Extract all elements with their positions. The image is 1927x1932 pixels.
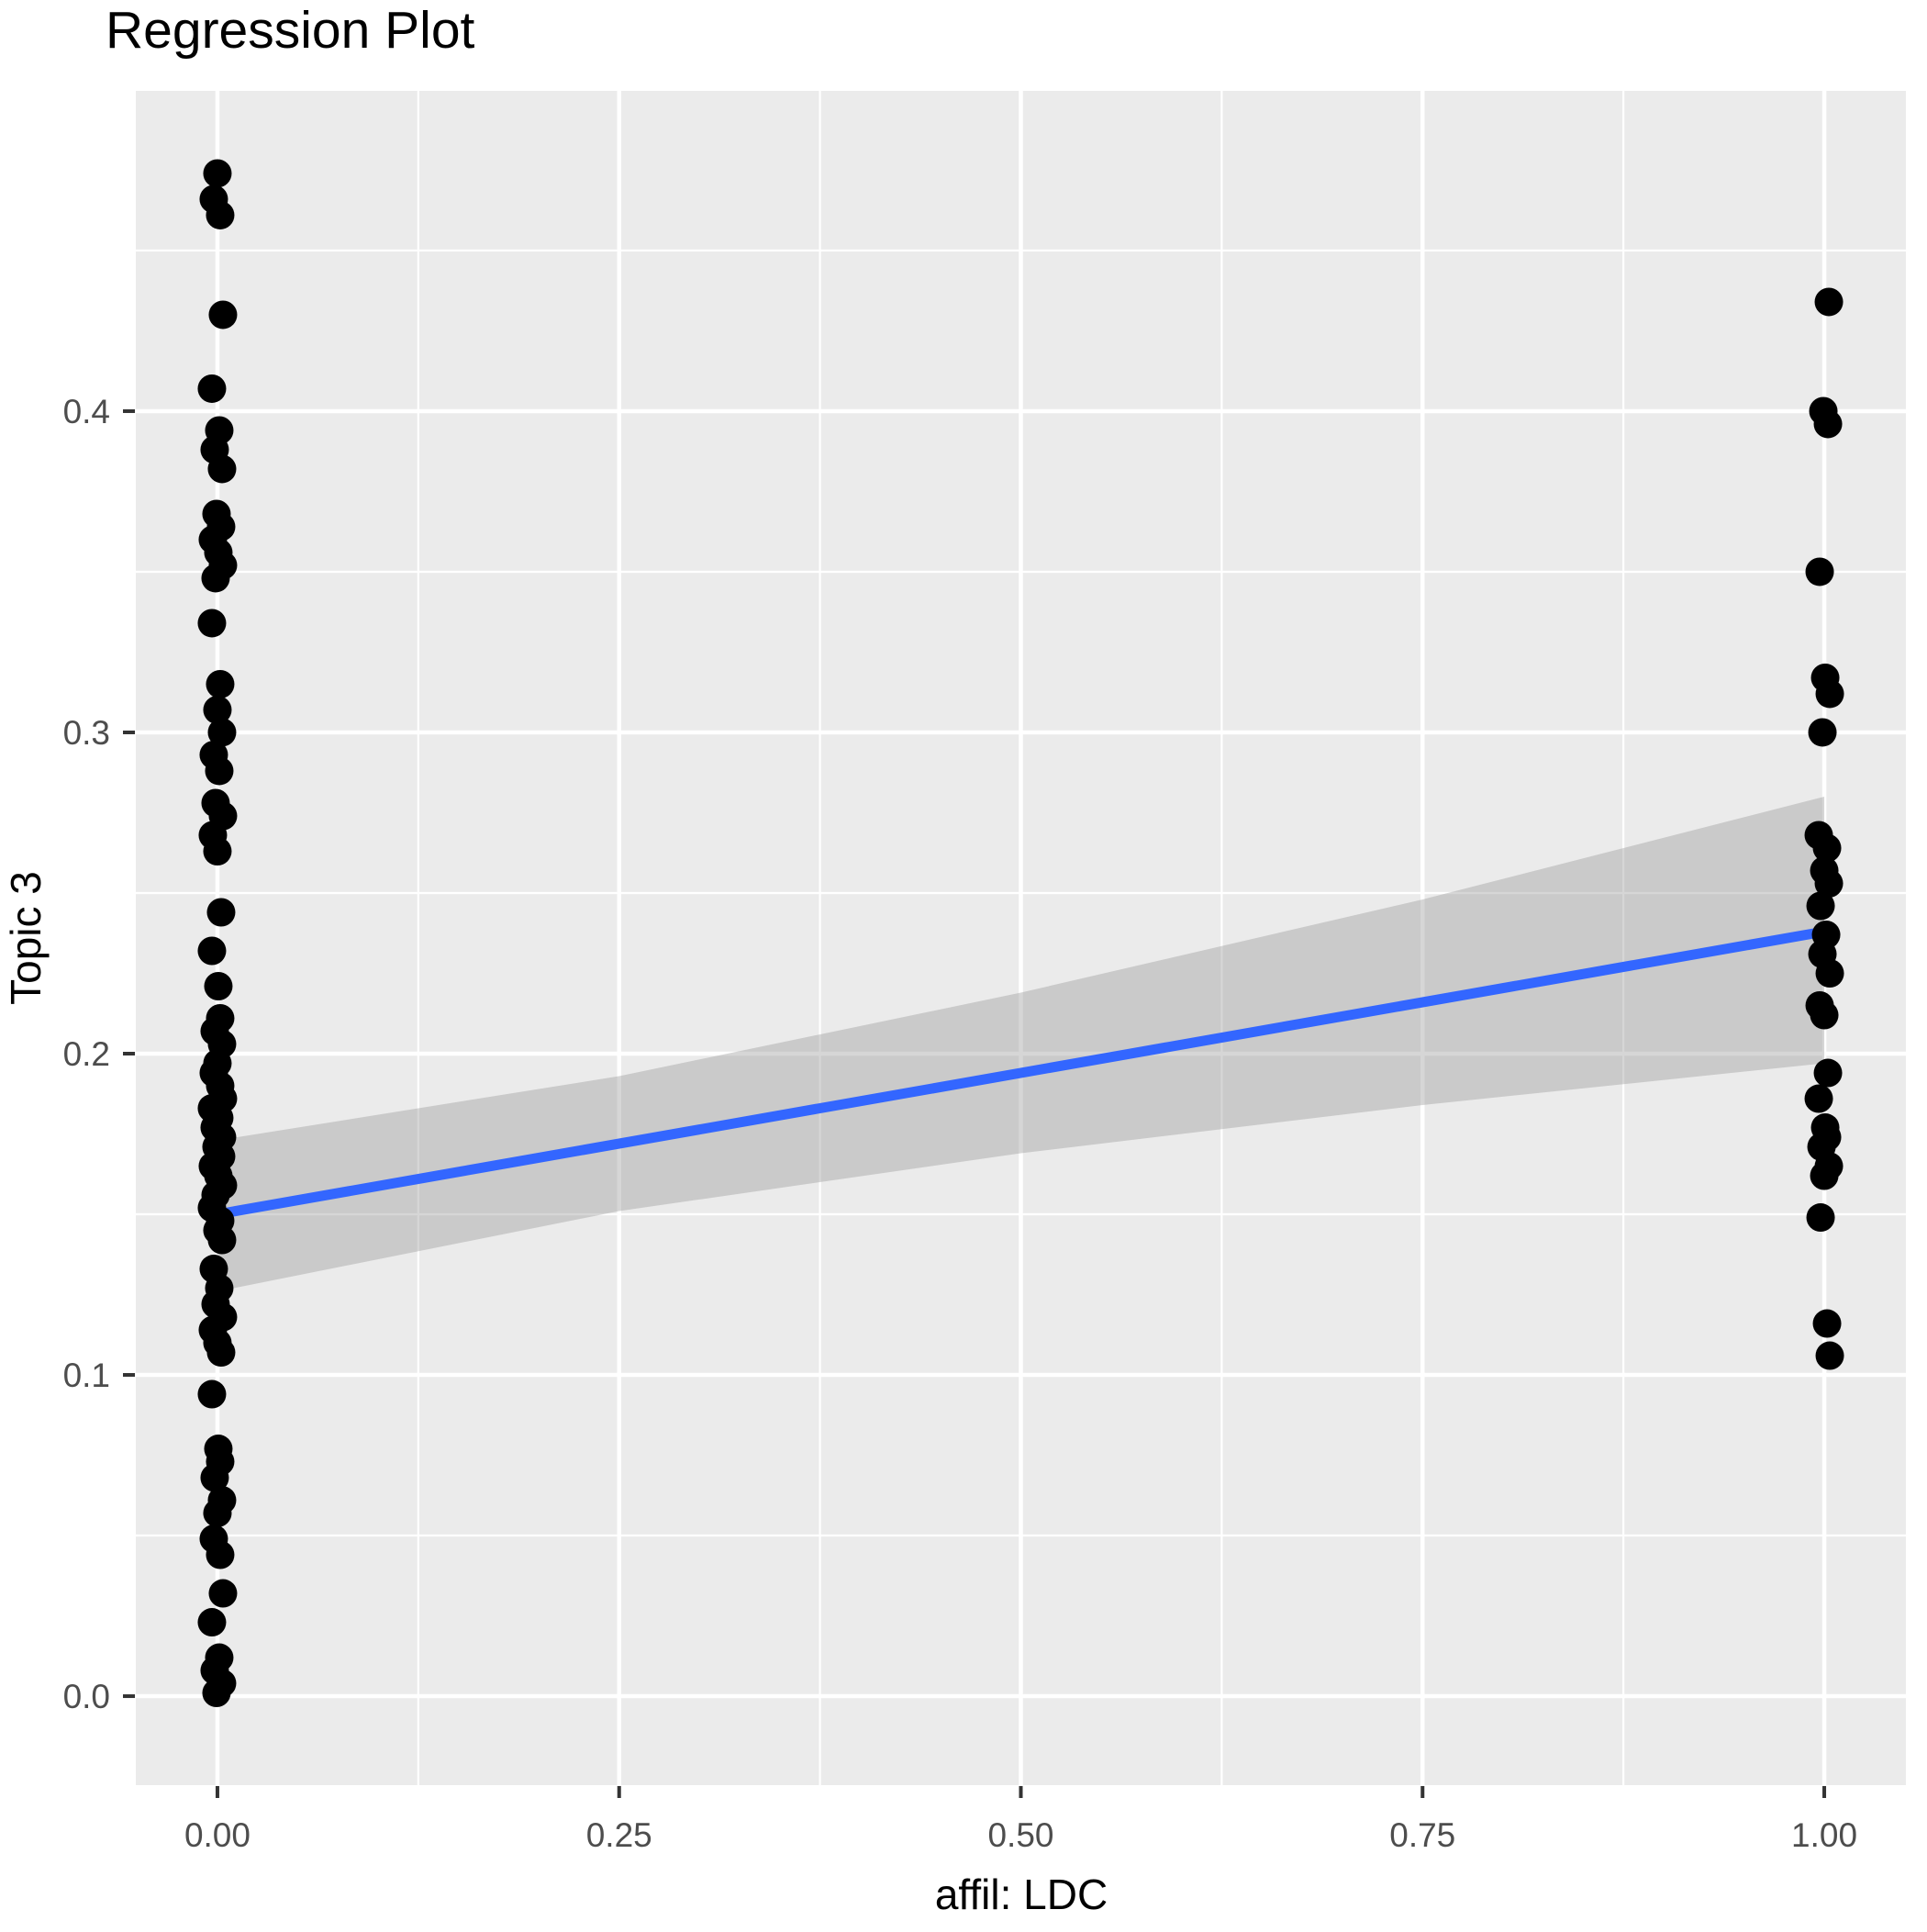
scatter-points-group-1 — [1804, 287, 1844, 1370]
scatter-point — [1806, 1203, 1835, 1233]
scatter-point — [203, 836, 232, 865]
scatter-point — [1812, 1309, 1842, 1338]
scatter-point — [1815, 959, 1844, 988]
scatter-point — [206, 898, 236, 927]
scatter-point — [200, 1463, 229, 1492]
y-tick-label: 0.4 — [63, 393, 110, 430]
y-tick-label: 0.1 — [63, 1357, 110, 1394]
scatter-point — [207, 454, 237, 484]
scatter-point — [205, 756, 234, 786]
scatter-point — [206, 1338, 236, 1368]
scatter-point — [206, 669, 235, 698]
scatter-point — [197, 1608, 227, 1637]
scatter-point — [1812, 833, 1842, 863]
scatter-point — [206, 200, 235, 229]
scatter-point — [1810, 1000, 1839, 1030]
x-tick-label: 0.25 — [586, 1816, 652, 1854]
scatter-point — [1804, 1084, 1833, 1113]
scatter-point — [197, 609, 227, 638]
scatter-point — [1815, 1341, 1844, 1370]
x-tick-label: 0.75 — [1389, 1816, 1455, 1854]
scatter-point — [1806, 891, 1835, 921]
scatter-point — [202, 1679, 231, 1708]
scatter-point — [1810, 1161, 1839, 1190]
scatter-point — [197, 374, 227, 403]
regression-line — [217, 926, 1825, 1220]
scatter-point — [1805, 557, 1834, 586]
scatter-point — [197, 936, 227, 966]
scatter-point — [203, 1499, 232, 1528]
scatter-point — [201, 564, 230, 593]
scatter-point — [1815, 679, 1844, 709]
scatter-point — [1814, 287, 1843, 317]
y-tick-label: 0.3 — [63, 714, 110, 752]
x-tick-label: 0.00 — [184, 1816, 251, 1854]
scatter-point — [203, 695, 232, 724]
scatter-points-group-0 — [197, 159, 238, 1708]
x-axis-title: affil: LDC — [935, 1871, 1108, 1918]
axis-tick-marks — [123, 408, 1827, 1798]
scatter-point — [204, 972, 233, 1001]
x-axis-tick-labels: 0.00 0.25 0.50 0.75 1.00 — [184, 1816, 1857, 1854]
y-axis-title: Topic 3 — [2, 871, 50, 1005]
scatter-point — [207, 718, 237, 747]
scatter-point — [1813, 409, 1843, 439]
scatter-point — [208, 300, 238, 329]
x-tick-label: 0.50 — [987, 1816, 1053, 1854]
plot-title: Regression Plot — [106, 1, 475, 60]
y-axis-tick-labels: 0.0 0.1 0.2 0.3 0.4 — [63, 393, 110, 1715]
scatter-point — [203, 159, 232, 188]
scatter-point — [1808, 718, 1837, 747]
scatter-point — [207, 1225, 237, 1255]
confidence-band — [217, 796, 1825, 1292]
x-tick-label: 1.00 — [1791, 1816, 1857, 1854]
scatter-point — [206, 1540, 235, 1569]
scatter-point — [1813, 1058, 1843, 1088]
scatter-point — [1814, 868, 1843, 898]
scatter-point — [208, 1579, 238, 1608]
scatter-point — [197, 1379, 227, 1409]
y-tick-label: 0.2 — [63, 1035, 110, 1073]
y-tick-label: 0.0 — [63, 1678, 110, 1715]
